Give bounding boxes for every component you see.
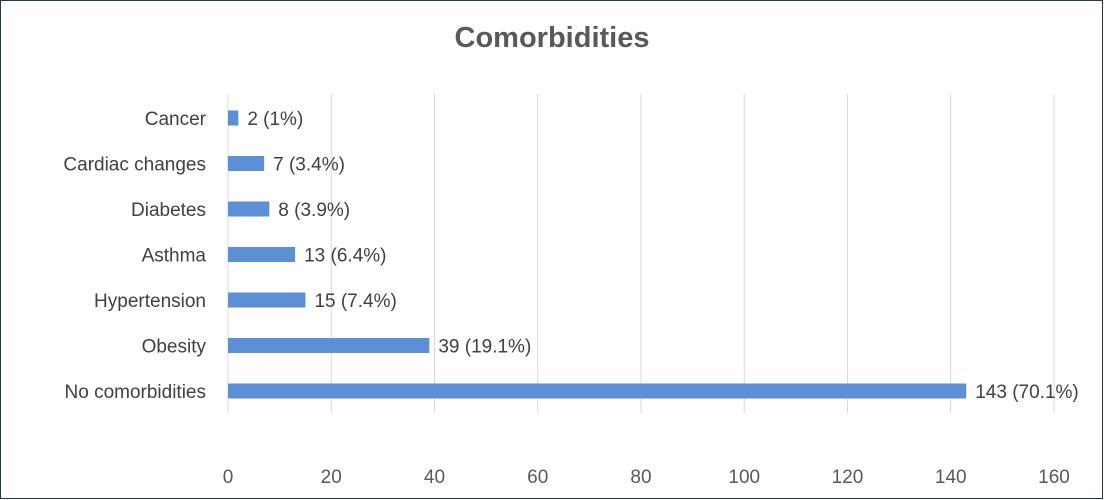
gridlines	[227, 94, 1055, 413]
chart-title: Comorbidities	[454, 22, 650, 54]
category-label: Asthma	[142, 246, 207, 267]
category-label: Hypertension	[94, 291, 206, 312]
bar	[228, 156, 265, 171]
bar	[228, 247, 296, 262]
x-tick-label: 140	[935, 467, 967, 488]
category-label: No comorbidities	[65, 382, 207, 403]
category-label: Diabetes	[131, 200, 206, 221]
bar	[228, 383, 967, 399]
data-label: 2 (1%)	[247, 109, 303, 130]
data-label: 7 (3.4%)	[273, 155, 345, 176]
category-label: Cancer	[145, 109, 207, 130]
x-tick-label: 60	[527, 467, 548, 488]
bars	[228, 110, 967, 399]
data-label: 143 (70.1%)	[975, 382, 1079, 403]
x-tick-label: 20	[321, 467, 342, 488]
data-label: 15 (7.4%)	[314, 291, 396, 312]
x-tick-label: 80	[630, 467, 651, 488]
x-tick-label: 120	[832, 467, 864, 488]
data-label: 13 (6.4%)	[304, 246, 386, 267]
bar	[228, 201, 270, 217]
bar	[228, 292, 306, 308]
data-label: 39 (19.1%)	[438, 337, 531, 358]
x-tick-label: 40	[424, 467, 445, 488]
x-tick-label: 100	[728, 467, 760, 488]
x-tick-label: 160	[1038, 467, 1070, 488]
data-label: 8 (3.9%)	[278, 200, 350, 221]
x-tick-label: 0	[223, 467, 234, 488]
bar	[228, 338, 430, 353]
labels: 0 20 40 60 80 100 120 140 160 Cancer 2 (1%) Cardiac…	[63, 109, 1078, 488]
category-label: Obesity	[142, 337, 207, 358]
category-label: Cardiac changes	[63, 155, 206, 176]
bar	[228, 110, 239, 126]
